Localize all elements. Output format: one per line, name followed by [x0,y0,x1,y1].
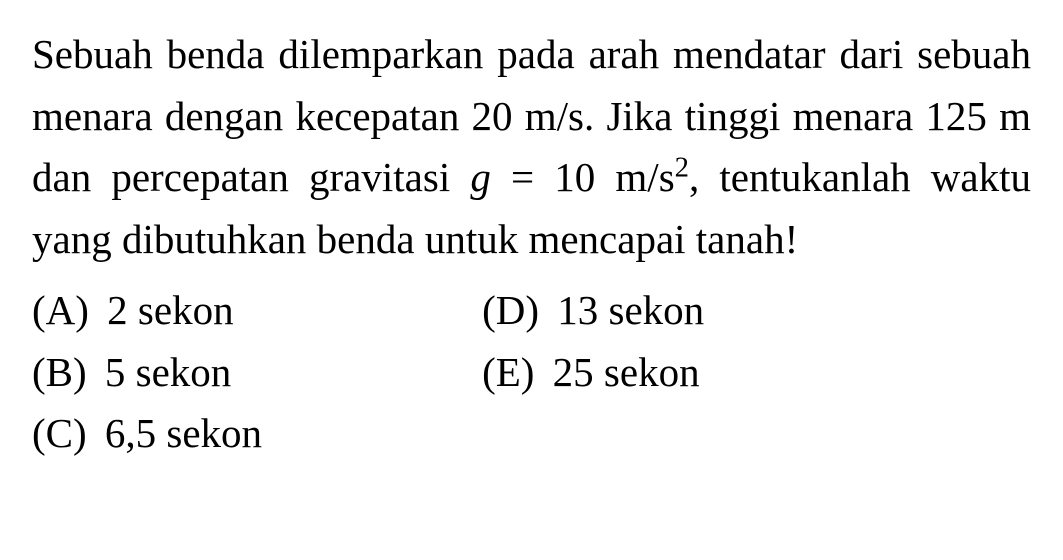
gravity-variable: g [470,154,491,200]
option-a-label: (A) [32,280,89,342]
option-c-label: (C) [32,403,87,465]
option-c-text: 6,5 sekon [105,410,262,456]
problem-line-4-pre: gravitasi [309,154,470,200]
problem-statement: Sebuah benda dilemparkan pada arah menda… [32,24,1031,270]
option-c: (C) 6,5 sekon [32,403,262,465]
option-b: (B) 5 sekon [32,342,262,404]
option-d-text: 13 sekon [557,287,704,333]
option-b-text: 5 sekon [105,349,231,395]
options-column-left: (A) 2 sekon (B) 5 sekon (C) 6,5 sekon [32,280,262,465]
option-a: (A) 2 sekon [32,280,262,342]
option-d-label: (D) [482,280,539,342]
option-e-label: (E) [482,342,534,404]
options-column-right: (D) 13 sekon (E) 25 sekon [482,280,704,465]
problem-line-1: Sebuah benda dilemparkan pada arah menda… [32,31,826,77]
option-a-text: 2 sekon [107,287,233,333]
option-d: (D) 13 sekon [482,280,704,342]
problem-line-5: dibutuhkan benda untuk mencapai tanah! [122,216,798,262]
options-container: (A) 2 sekon (B) 5 sekon (C) 6,5 sekon (D… [32,280,1031,465]
exponent: 2 [675,151,689,183]
option-b-label: (B) [32,342,87,404]
problem-line-4-mid: = 10 m/s [491,154,675,200]
option-e: (E) 25 sekon [482,342,704,404]
option-e-text: 25 sekon [553,349,700,395]
